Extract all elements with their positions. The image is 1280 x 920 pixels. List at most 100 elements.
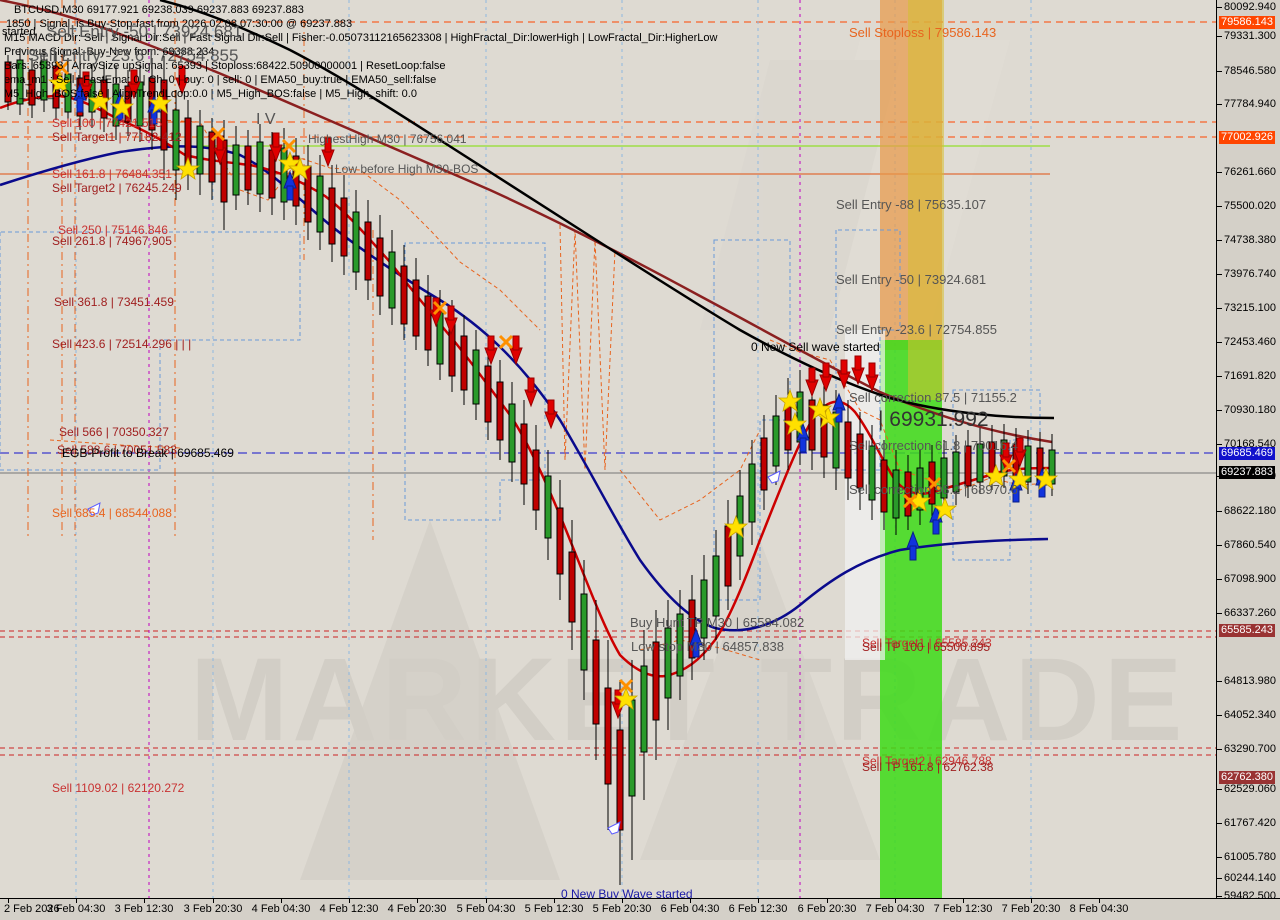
price-tick: 67098.900 xyxy=(1217,574,1276,585)
annotation-sell-target1: Sell Target1 | 77182.412 xyxy=(52,130,182,144)
annotation-buy-hunt-tp: Buy Hunt TP M30 | 65584.082 xyxy=(630,615,805,630)
annotation-sell-target2: Sell Target2 | 76245.249 xyxy=(52,181,182,195)
price-highlight-label[interactable]: 79586.143 xyxy=(1219,16,1275,29)
annotation-sell-entry-88: Sell Entry -88 | 75635.107 xyxy=(836,197,987,212)
price-tick: 76261.660 xyxy=(1217,167,1276,178)
time-tick-label: 3 Feb 20:30 xyxy=(183,903,243,915)
annotation-sell-6854: Sell 685.4 | 68544.088 xyxy=(52,506,172,520)
price-tick: 64052.340 xyxy=(1217,710,1276,721)
header-line-5: M5_High_BOS:false | AlignTrendLoop:0.0 |… xyxy=(4,88,417,100)
time-tick-label: 6 Feb 12:30 xyxy=(728,903,788,915)
price-tick: 72453.460 xyxy=(1217,337,1276,348)
annotation-sell-stoploss: Sell Stoploss | 79586.143 xyxy=(849,25,997,40)
header-line-0: 1850 | Signal_is Buy-Stop-fast from 2026… xyxy=(6,18,353,30)
price-tick: 66337.260 xyxy=(1217,608,1276,619)
trend-line-darkred xyxy=(0,0,1053,444)
annotation-low-stop: Low stop M30 | 64857.838 xyxy=(631,639,784,654)
time-tick xyxy=(554,899,555,903)
buy-arrow-markers xyxy=(73,82,1049,658)
price-tick: 79331.300 xyxy=(1217,31,1276,42)
annotation-sell-tp2: Sell Target2 | 62946.788 xyxy=(862,754,992,768)
price-tick-label: 74738.380 xyxy=(1224,234,1276,246)
price-tick-label: 61767.420 xyxy=(1224,817,1276,829)
cross-markers xyxy=(54,60,1017,694)
price-tick: 80092.940 xyxy=(1217,2,1276,13)
price-tick: 60244.140 xyxy=(1217,873,1276,884)
time-tick xyxy=(1099,899,1100,903)
annotation-sell-tp1: Sell Target1 | 65585.243 xyxy=(862,636,992,650)
overlay-sell-entry-50: Sell Entry -50 | 73924.681 xyxy=(46,22,243,41)
fib-vertical-lines xyxy=(27,0,374,540)
price-tick-label: 75500.020 xyxy=(1224,200,1276,212)
time-tick-label: 3 Feb 04:30 xyxy=(46,903,106,915)
price-tick: 71691.820 xyxy=(1217,371,1276,382)
time-tick-label: 5 Feb 04:30 xyxy=(456,903,516,915)
price-highlight-label[interactable]: 65585.243 xyxy=(1219,624,1275,637)
time-tick-label: 4 Feb 12:30 xyxy=(319,903,379,915)
price-tick: 70930.180 xyxy=(1217,405,1276,416)
price-tick: 63290.700 xyxy=(1217,744,1276,755)
time-tick-label: 7 Feb 20:30 xyxy=(1001,903,1061,915)
price-highlight-label[interactable]: 69685.469 xyxy=(1219,447,1275,460)
price-tick-label: 62529.060 xyxy=(1224,783,1276,795)
header-line-3: Bars: 65393 | ArraySize upSignal: 65393 … xyxy=(4,60,446,72)
time-tick xyxy=(281,899,282,903)
time-tick xyxy=(417,899,418,903)
time-tick-label: 2 Feb 2026 xyxy=(4,903,60,915)
time-tick-label: 5 Feb 20:30 xyxy=(592,903,652,915)
price-tick: 73976.740 xyxy=(1217,269,1276,280)
price-tick: 78546.580 xyxy=(1217,66,1276,77)
time-tick xyxy=(76,899,77,903)
price-tick-label: 71691.820 xyxy=(1224,370,1276,382)
price-tick-label: 78546.580 xyxy=(1224,65,1276,77)
annotation-low-before-high: Low before High M30-BOS xyxy=(335,162,479,176)
buy-zone xyxy=(880,340,942,898)
time-tick xyxy=(895,899,896,903)
price-tick: 75500.020 xyxy=(1217,201,1276,212)
annotation-egb-profit: EGB-Profit to Break | 69685.469 xyxy=(62,446,234,460)
annotation-sell-corr-618: Sell correction 61.8 | 70016.4 xyxy=(849,438,1018,453)
annotation-sell-tp1b: Sell TP 100 | 65500.895 xyxy=(862,640,991,654)
annotation-sell-110902: Sell 1109.02 | 62120.272 xyxy=(52,781,185,795)
price-tick: 59482.500 xyxy=(1217,891,1276,902)
price-tick-label: 68622.180 xyxy=(1224,505,1276,517)
annotation-sell-566: Sell 566 | 70350.327 xyxy=(59,425,169,439)
header-line-1: M15 MACD Dir: Sell | Signal Dir:Sell | F… xyxy=(4,32,718,44)
price-highlight-label[interactable]: 62762.380 xyxy=(1219,771,1275,784)
price-tick-label: 77784.940 xyxy=(1224,98,1276,110)
time-tick xyxy=(1031,899,1032,903)
time-tick-label: 6 Feb 20:30 xyxy=(797,903,857,915)
annotation-sell-4236: Sell 423.6 | 72514.296 | | | xyxy=(52,337,192,351)
star-markers xyxy=(47,70,1059,710)
price-tick: 67860.540 xyxy=(1217,540,1276,551)
price-tick: 64813.980 xyxy=(1217,676,1276,687)
price-tick-label: 59482.500 xyxy=(1224,890,1276,902)
overlay-sell-entry-236: Sell Entry -23.6 | 72754.855 xyxy=(28,46,239,65)
annotation-sell-corr-982: Sell correction 98.2 | 68970.6 xyxy=(849,482,1018,497)
annotation-sell-5886: Sell 588.6 | 70051.583 xyxy=(57,443,177,457)
price-scale[interactable]: 80092.940 79331.300 78546.580 77784.940 7626… xyxy=(1216,0,1280,902)
price-tick-label: 73215.100 xyxy=(1224,302,1276,314)
price-highlight-label[interactable]: 77002.926 xyxy=(1219,131,1275,144)
price-tick-label: 76261.660 xyxy=(1224,166,1276,178)
price-tick-label: 70168.540 xyxy=(1224,438,1276,450)
ema-slow-black xyxy=(159,0,1055,420)
time-tick-label: 4 Feb 04:30 xyxy=(251,903,311,915)
price-tick: 61005.780 xyxy=(1217,852,1276,863)
price-tick-label: 72453.460 xyxy=(1224,336,1276,348)
time-tick-label: 7 Feb 04:30 xyxy=(865,903,925,915)
symbol-header: BTCUSD,M30 69177.921 69238.039 69237.883… xyxy=(14,4,304,16)
price-tick: 77784.940 xyxy=(1217,99,1276,110)
annotation-current-price: | 69931.992 xyxy=(878,408,989,431)
price-chart-svg[interactable] xyxy=(0,0,1216,898)
time-scale[interactable]: 2 Feb 2026 3 Feb 04:30 3 Feb 12:30 3 Feb 20… xyxy=(0,898,1280,920)
price-tick-label: 66337.260 xyxy=(1224,607,1276,619)
price-tick-label: 61005.780 xyxy=(1224,851,1276,863)
price-highlight-label[interactable]: 69237.883 xyxy=(1219,466,1275,479)
price-tick: 68622.180 xyxy=(1217,506,1276,517)
time-tick-label: 8 Feb 04:30 xyxy=(1069,903,1129,915)
time-tick xyxy=(622,899,623,903)
chart-plot-area[interactable]: MARKET TRADE xyxy=(0,0,1216,898)
time-tick xyxy=(758,899,759,903)
